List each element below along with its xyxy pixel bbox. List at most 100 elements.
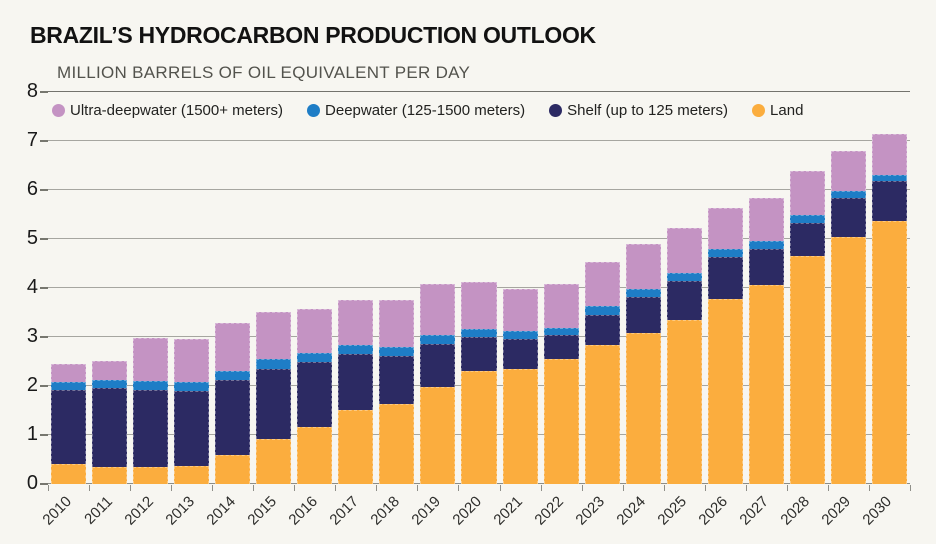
y-axis-tick-2 [40,384,48,387]
bar-segment-deepwater-2022 [543,328,579,335]
x-axis-tick-19 [828,485,829,491]
x-axis-label-2013: 2013 [162,493,198,529]
y-axis-tick-3 [40,335,48,338]
bar-segment-ultra-deepwater-2017 [338,300,374,345]
x-axis-tick-1 [89,485,90,491]
bar-segment-ultra-deepwater-2020 [461,282,497,329]
x-axis-label-2028: 2028 [777,493,814,529]
legend-item-land: Land [752,102,803,119]
gridline-8 [48,91,910,92]
x-axis-label-2027: 2027 [736,493,773,529]
bar-segment-ultra-deepwater-2013 [174,339,210,382]
ultra-deepwater-legend-dot-icon [52,103,65,117]
bar-column-2021 [500,91,541,484]
bar-segment-ultra-deepwater-2016 [297,309,333,353]
y-axis-tick-7 [40,139,48,142]
bar-segment-shelf-2019 [420,344,456,387]
bar-column-2030 [869,91,910,484]
bar-column-2016 [294,91,335,484]
bar-column-2026 [705,91,746,484]
bar-segment-ultra-deepwater-2010 [51,364,87,382]
x-axis-tick-11 [500,485,501,491]
bar-segment-ultra-deepwater-2021 [502,289,538,331]
bar-column-2017 [335,91,376,484]
x-axis-tick-4 [212,485,213,491]
bar-segment-deepwater-2010 [51,382,87,390]
x-axis-tick-16 [705,485,706,491]
bar-segment-ultra-deepwater-2014 [215,323,251,371]
bar-column-2027 [746,91,787,484]
x-axis-label-2016: 2016 [285,493,321,529]
bar-segment-land-2030 [871,221,907,484]
gridline-6 [48,189,910,190]
bar-column-2012 [130,91,171,484]
bar-segment-land-2011 [92,467,128,484]
bar-segment-shelf-2021 [502,339,538,369]
x-axis-tick-9 [417,485,418,491]
x-axis-tick-20 [869,485,870,491]
bar-segment-deepwater-2020 [461,329,497,337]
legend-item-ultra-deepwater: Ultra-deepwater (1500+ meters) [52,102,283,119]
deepwater-legend-dot-icon [307,103,321,117]
x-axis-label-2030: 2030 [859,493,896,529]
bar-segment-shelf-2029 [830,198,866,237]
bar-column-2023 [582,91,623,484]
y-axis-label-7: 7 [26,129,38,151]
bar-column-2028 [787,91,828,484]
x-axis-label-2018: 2018 [367,493,403,529]
x-axis-label-2019: 2019 [408,493,444,529]
y-axis-tick-0 [40,482,48,485]
bar-segment-shelf-2017 [338,354,374,410]
bar-segment-land-2026 [707,299,743,484]
bar-column-2011 [89,91,130,484]
bar-segment-land-2022 [543,359,579,484]
x-axis-label-2021: 2021 [490,493,527,529]
bar-segment-land-2024 [625,333,661,484]
x-axis-label-2020: 2020 [449,493,486,529]
bar-segment-ultra-deepwater-2028 [789,171,825,215]
x-axis-tick-17 [746,485,747,491]
x-axis-tick-14 [623,485,624,491]
bar-segment-deepwater-2030 [871,175,907,181]
bar-segment-land-2018 [379,404,415,484]
legend-item-deepwater: Deepwater (125-1500 meters) [307,102,525,119]
bar-segment-ultra-deepwater-2029 [830,151,866,191]
bar-segment-ultra-deepwater-2026 [707,208,743,249]
bar-segment-land-2012 [133,467,169,484]
y-axis-label-4: 4 [26,276,38,298]
x-axis-tick-5 [253,485,254,491]
x-axis-label-2011: 2011 [80,493,116,528]
bar-segment-shelf-2026 [707,257,743,299]
bar-segment-land-2010 [51,464,87,484]
bars-group [48,91,910,484]
bar-column-2013 [171,91,212,484]
bar-segment-land-2028 [789,256,825,484]
bar-segment-ultra-deepwater-2027 [748,198,784,241]
bar-segment-land-2025 [666,320,702,484]
bar-segment-shelf-2030 [871,181,907,221]
x-axis-tick-21 [910,485,911,491]
bar-segment-ultra-deepwater-2023 [584,262,620,306]
x-axis-tick-3 [171,485,172,491]
bar-segment-ultra-deepwater-2011 [92,361,128,380]
bar-segment-land-2016 [297,427,333,484]
bar-segment-deepwater-2014 [215,371,251,380]
bar-column-2015 [253,91,294,484]
y-axis-label-0: 0 [26,472,38,494]
bar-segment-shelf-2020 [461,337,497,371]
bar-column-2025 [664,91,705,484]
x-axis-labels: 2010 2011 2012 2013 2014 2015 2016 2017 2018 2019… [39,483,910,544]
bar-column-2029 [828,91,869,484]
bar-segment-shelf-2022 [543,335,579,359]
bar-segment-ultra-deepwater-2015 [256,312,292,359]
bar-segment-land-2029 [830,237,866,484]
chart-title: BRAZIL’S HYDROCARBON PRODUCTION OUTLOOK [30,22,596,48]
legend-label: Ultra-deepwater (1500+ meters) [70,101,284,119]
y-axis-label-5: 5 [26,227,38,249]
x-axis-tick-13 [582,485,583,491]
bar-segment-shelf-2028 [789,223,825,256]
bar-column-2022 [541,91,582,484]
land-legend-dot-icon [752,103,766,117]
bar-segment-deepwater-2015 [256,359,292,369]
